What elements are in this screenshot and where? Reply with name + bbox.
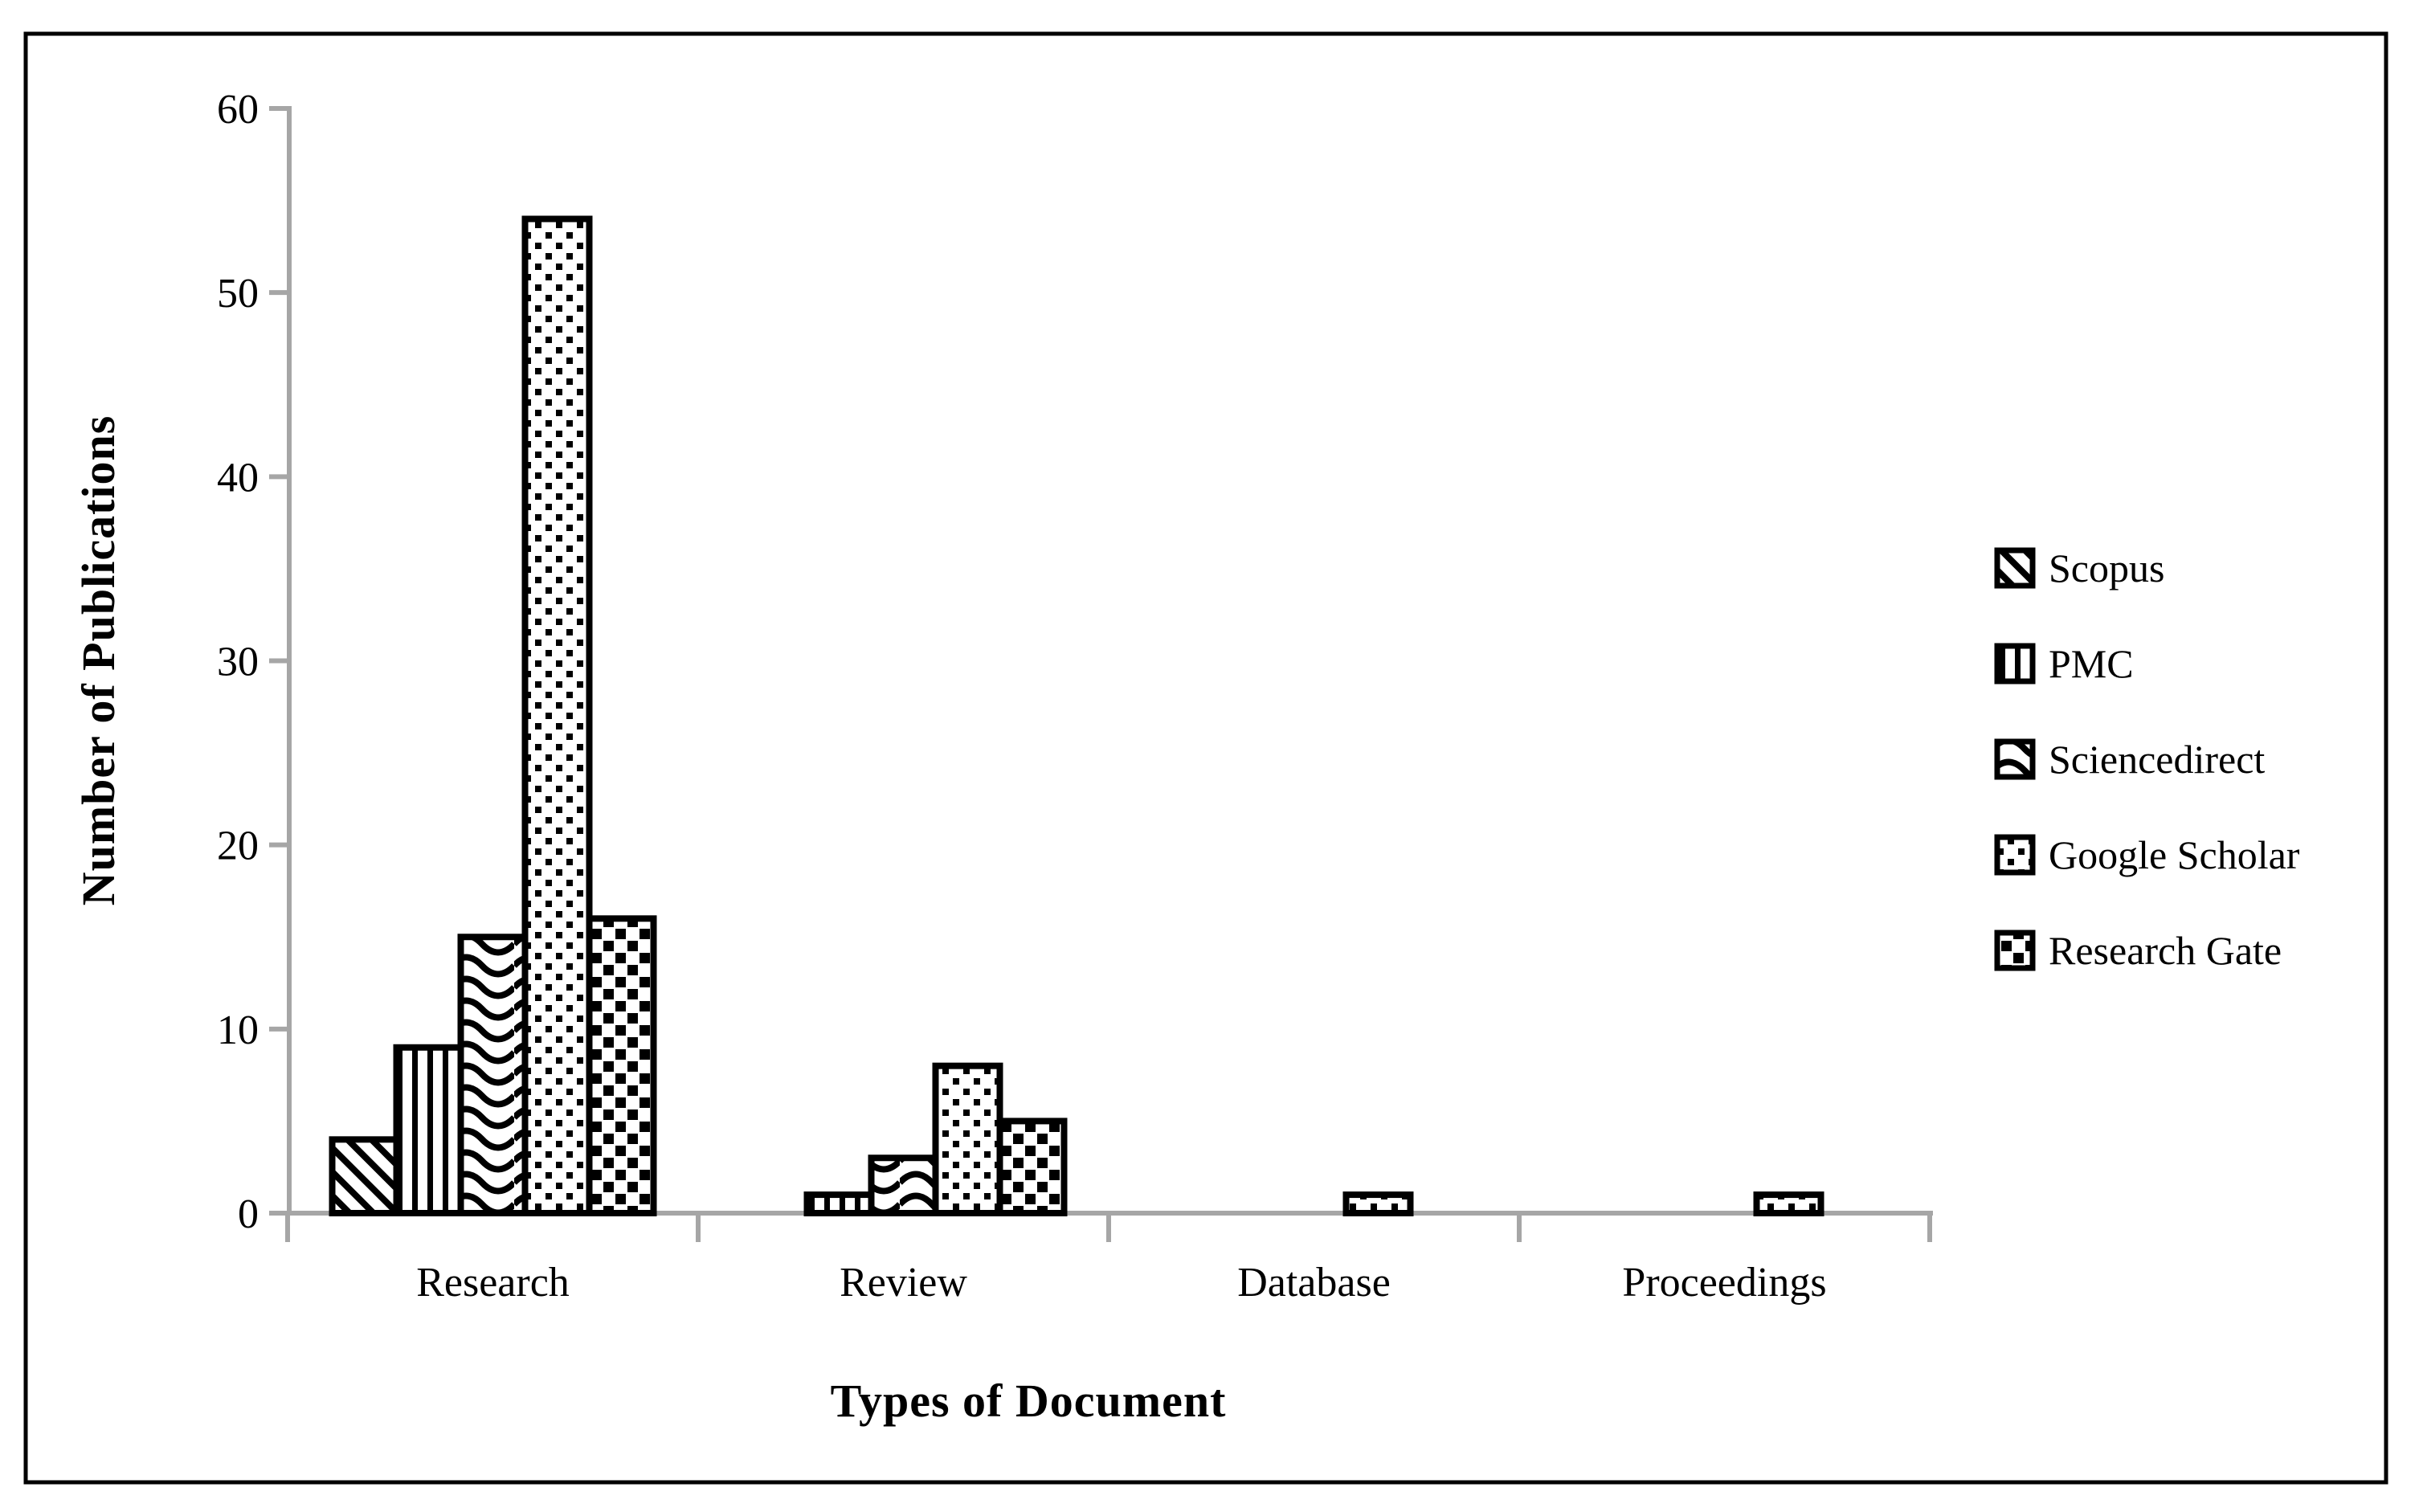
bar-research-scopus <box>329 1136 400 1217</box>
legend-item-sciencedirect: Sciencedirect <box>1994 737 2265 782</box>
legend-item-research-gate: Research Gate <box>1994 928 2282 973</box>
legend-swatch-sciencedirect <box>1994 738 2036 780</box>
y-tick-label: 10 <box>217 1007 259 1053</box>
legend-label-pmc: PMC <box>2049 641 2134 686</box>
y-tick-label: 50 <box>217 271 259 317</box>
legend-label-google-scholar: Google Scholar <box>2049 832 2300 877</box>
legend-group: Scopus PMC Sciencedirect Google Scholar Rese… <box>1994 546 2300 973</box>
bar-proceedings-google-scholar <box>1753 1191 1824 1217</box>
bar-research-google-scholar <box>521 215 593 1216</box>
category-label-proceedings: Proceedings <box>1622 1260 1826 1306</box>
bar-research-pmc <box>393 1044 464 1216</box>
y-tick-label: 0 <box>238 1191 259 1237</box>
x-axis-title: Types of Document <box>831 1375 1227 1427</box>
y-tick-label: 60 <box>217 87 259 133</box>
category-label-research: Research <box>416 1260 570 1306</box>
legend-swatch-pmc <box>1994 643 2036 684</box>
bar-review-google-scholar <box>932 1062 1003 1216</box>
category-label-review: Review <box>840 1260 967 1306</box>
y-tick-label: 30 <box>217 640 259 685</box>
bar-research-sciencedirect <box>457 934 529 1216</box>
legend-swatch-google-scholar <box>1994 834 2036 876</box>
bars-group <box>329 215 1824 1217</box>
bar-research-research-gate <box>586 915 657 1217</box>
y-axis-title: Number of Publications <box>72 415 125 906</box>
legend-item-google-scholar: Google Scholar <box>1994 832 2300 877</box>
bar-review-sciencedirect <box>868 1154 939 1216</box>
legend-swatch-scopus <box>1994 547 2036 589</box>
bar-database-google-scholar <box>1342 1191 1414 1217</box>
legend-label-sciencedirect: Sciencedirect <box>2049 737 2265 782</box>
labels-group: 0 10 20 30 40 50 60 Research Review Database Proce… <box>217 87 1827 1306</box>
y-tick-label: 40 <box>217 455 259 501</box>
bar-review-research-gate <box>996 1118 1068 1216</box>
legend-item-pmc: PMC <box>1994 641 2134 686</box>
chart-frame <box>23 31 2388 1485</box>
y-tick-label: 20 <box>217 823 259 869</box>
legend-item-scopus: Scopus <box>1994 546 2164 590</box>
category-label-database: Database <box>1237 1260 1391 1306</box>
legend-label-scopus: Scopus <box>2049 546 2164 590</box>
legend-label-research-gate: Research Gate <box>2049 928 2282 973</box>
legend-swatch-research-gate <box>1994 930 2036 971</box>
bar-review-pmc <box>803 1191 875 1217</box>
